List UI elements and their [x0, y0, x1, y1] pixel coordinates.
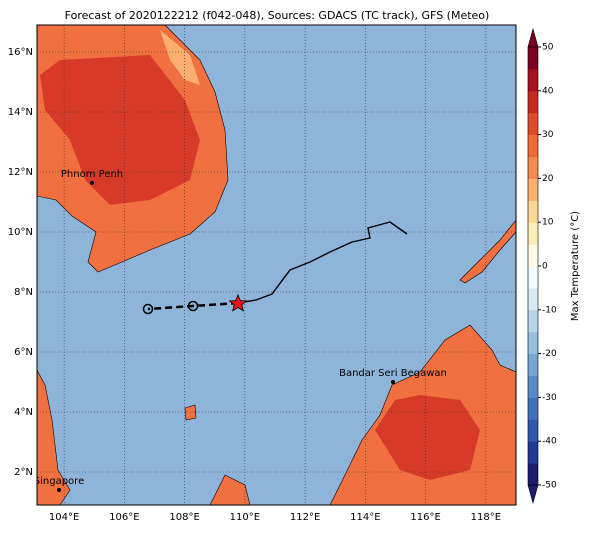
forecast-point	[187, 300, 199, 312]
city-dot	[90, 181, 94, 185]
x-tick-label: 114°E	[350, 512, 380, 523]
colorbar-label: Max Temperature (°C)	[570, 211, 581, 321]
city-dot	[391, 380, 395, 384]
colorbar-band	[528, 244, 538, 267]
colorbar-band	[528, 156, 538, 179]
colorbar-band	[528, 134, 538, 157]
city-dot	[57, 488, 61, 492]
city-label: Bandar Seri Begawan	[339, 368, 447, 379]
y-tick-label: 10°N	[8, 227, 33, 238]
colorbar-tick-label: 20	[542, 174, 554, 184]
tc-track	[237, 221, 408, 304]
colorbar-band	[528, 331, 538, 355]
y-tick-label: 12°N	[8, 167, 33, 178]
city-label: Phnom Penh	[61, 169, 123, 180]
colorbar-band	[528, 419, 538, 442]
colorbar-tick-label: -50	[542, 481, 557, 491]
colorbar-band	[528, 178, 538, 201]
colorbar-band	[528, 353, 538, 376]
title: Forecast of 2020122212 (f042-048), Sourc…	[65, 9, 490, 22]
y-tick-label: 4°N	[14, 407, 33, 418]
colorbar-tick-label: 40	[542, 86, 554, 96]
natuna	[184, 404, 197, 421]
colorbar-extend	[527, 484, 539, 505]
y-tick-label: 16°N	[8, 47, 33, 58]
forecast-track	[147, 301, 239, 311]
borneo-hot	[375, 395, 480, 480]
y-tick-label: 14°N	[8, 107, 33, 118]
colorbar-tick-label: -20	[542, 349, 557, 359]
x-tick-label: 108°E	[169, 512, 199, 523]
colorbar-tick-label: -40	[542, 437, 557, 447]
colorbar: -50 -40 -30 -20 -10 0 10 20 30 40 50	[527, 27, 557, 505]
hot-region	[40, 55, 200, 205]
x-tick-label: 106°E	[109, 512, 139, 523]
colorbar-tick-label: 0	[542, 262, 548, 272]
colorbar-band	[528, 463, 538, 486]
forecast-point	[142, 303, 154, 315]
grid	[37, 25, 516, 505]
palawan	[459, 219, 516, 284]
colorbar-tick-label: -10	[542, 305, 557, 315]
colorbar-tick-label: 30	[542, 130, 554, 140]
colorbar-band	[528, 266, 538, 289]
colorbar-band	[528, 68, 538, 92]
x-tick-label: 104°E	[49, 512, 79, 523]
y-tick-label: 6°N	[14, 347, 33, 358]
colorbar-band	[528, 200, 538, 223]
colorbar-band	[528, 47, 538, 70]
map: Phnom Penh Bandar Seri Begawan Singapore	[34, 25, 516, 505]
colorbar-band	[528, 441, 538, 464]
colorbar-band	[528, 222, 538, 245]
x-tick-label: 112°E	[290, 512, 320, 523]
colorbar-band	[528, 287, 538, 311]
colorbar-band	[528, 397, 538, 420]
colorbar-band	[528, 90, 538, 114]
malay-peninsula	[37, 369, 71, 505]
x-tick-label: 118°E	[471, 512, 501, 523]
colorbar-tick-label: 50	[542, 43, 554, 53]
map-frame	[36, 24, 517, 506]
city-label: Singapore	[34, 476, 84, 487]
y-tick-label: 8°N	[14, 287, 33, 298]
colorbar-band	[528, 309, 538, 333]
y-tick-label: 2°N	[14, 467, 33, 478]
tc-position	[228, 293, 248, 312]
colorbar-band	[528, 112, 538, 136]
warm-region	[160, 30, 200, 85]
x-tick-label: 110°E	[230, 512, 260, 523]
colorbar-tick-label: -30	[542, 393, 557, 403]
colorbar-tick-label: 10	[542, 218, 554, 228]
colorbar-extend	[527, 27, 539, 48]
x-tick-label: 116°E	[410, 512, 440, 523]
colorbar-band	[528, 375, 538, 398]
